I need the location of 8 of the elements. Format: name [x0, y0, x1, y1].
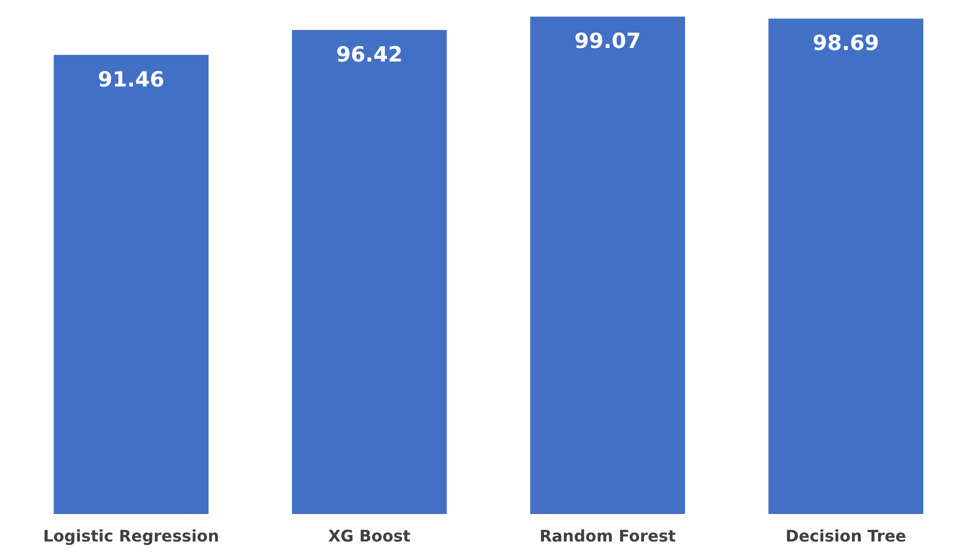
x-tick-label: Logistic Regression [43, 526, 220, 546]
data-label: 99.07 [574, 29, 641, 54]
data-label: 96.42 [336, 42, 403, 66]
x-tick-label: Random Forest [539, 526, 676, 546]
data-label: 98.69 [812, 31, 880, 56]
x-tick-label: Decision Tree [785, 526, 906, 546]
data-label: 91.46 [98, 67, 164, 92]
x-tick-label: XG Boost [328, 526, 411, 546]
